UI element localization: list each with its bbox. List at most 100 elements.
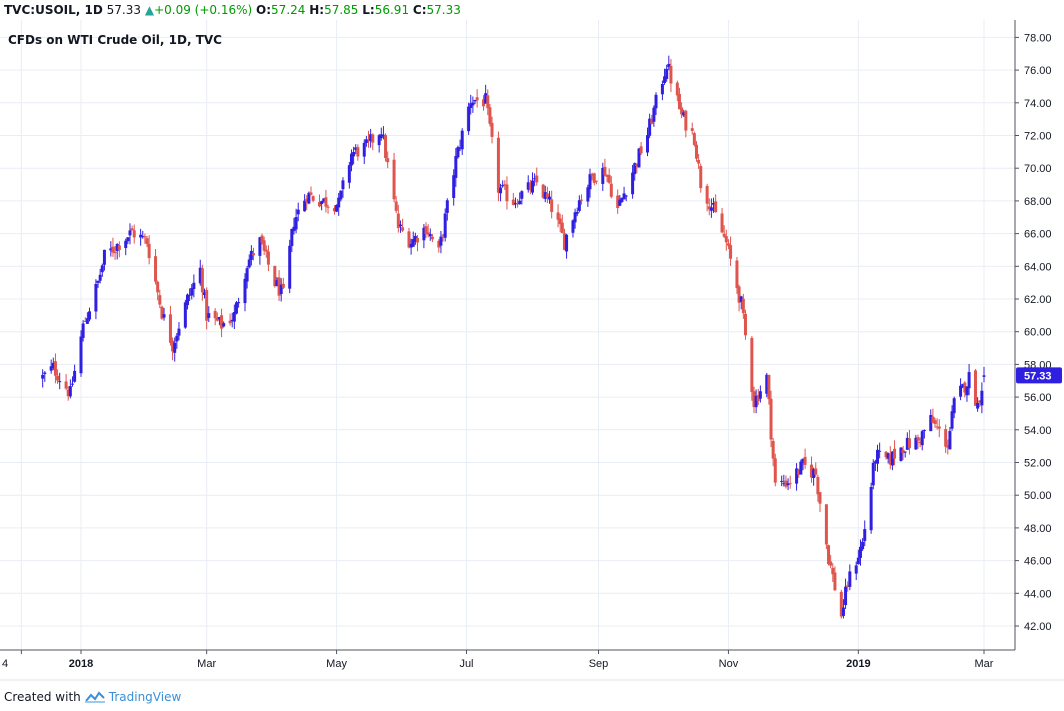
candle <box>541 183 545 199</box>
candle <box>871 459 875 490</box>
candle <box>741 293 745 319</box>
close-label: C: <box>412 3 427 17</box>
candle <box>699 163 703 193</box>
candle <box>601 162 605 191</box>
candle <box>863 520 867 547</box>
candle <box>70 376 74 387</box>
candle <box>682 109 686 118</box>
candle <box>307 191 311 205</box>
candle <box>79 330 83 377</box>
candle <box>914 434 918 450</box>
candle <box>784 475 788 489</box>
candle <box>669 58 673 93</box>
candle <box>439 230 443 254</box>
candle <box>739 295 743 310</box>
candle <box>543 185 547 203</box>
y-tick-label: 74.00 <box>1024 98 1052 110</box>
candle <box>490 116 494 144</box>
y-tick-label: 42.00 <box>1024 621 1052 633</box>
candle <box>496 131 500 202</box>
candle <box>720 208 724 234</box>
y-tick-label: 64.00 <box>1024 261 1052 273</box>
candle <box>147 235 151 265</box>
candle <box>635 163 639 174</box>
candle <box>754 389 758 414</box>
candle <box>705 183 709 212</box>
candle <box>890 451 894 471</box>
candle <box>100 263 104 277</box>
candle <box>824 504 828 550</box>
candle <box>183 299 187 329</box>
candle <box>637 147 641 168</box>
candle <box>648 113 652 139</box>
candle <box>234 300 238 315</box>
candle-series <box>41 55 986 619</box>
candle <box>185 293 189 310</box>
candle <box>141 230 145 239</box>
low-value: 56.91 <box>374 3 410 17</box>
candle <box>66 386 70 401</box>
candle <box>505 176 509 210</box>
candle <box>660 80 664 101</box>
x-tick-label: Nov <box>719 658 739 670</box>
candle <box>279 278 283 302</box>
candle <box>556 204 560 228</box>
candle <box>646 127 650 157</box>
candle <box>907 429 911 455</box>
x-tick-label: 4 <box>2 658 8 670</box>
y-tick-label: 62.00 <box>1024 294 1052 306</box>
candle <box>398 220 402 233</box>
candle <box>980 382 984 414</box>
candle <box>43 371 47 382</box>
candle <box>258 236 262 265</box>
candle <box>49 359 53 374</box>
candle <box>520 190 524 205</box>
candle <box>177 322 181 341</box>
candle <box>562 228 566 251</box>
candle <box>737 284 741 312</box>
y-tick-label: 70.00 <box>1024 163 1052 175</box>
last-price: 57.33 <box>106 3 142 17</box>
candle <box>707 198 711 216</box>
candle <box>41 369 45 388</box>
candle <box>243 273 247 312</box>
candle <box>222 321 226 328</box>
candle <box>858 539 862 566</box>
candle <box>592 172 596 186</box>
candle <box>594 180 598 185</box>
candle <box>332 205 336 215</box>
candle <box>631 164 635 199</box>
candle <box>377 133 381 153</box>
y-tick-label: 44.00 <box>1024 588 1052 600</box>
candle <box>139 228 143 246</box>
candle <box>873 459 877 471</box>
candle <box>156 280 160 301</box>
candle <box>603 158 607 177</box>
candle <box>814 462 818 477</box>
candle <box>920 429 924 451</box>
close-value: 57.33 <box>426 3 461 17</box>
candle <box>413 232 417 245</box>
candle <box>545 186 549 204</box>
tradingview-link[interactable]: TradingView <box>108 690 182 704</box>
high-label: H: <box>309 3 325 17</box>
candle <box>145 235 149 248</box>
candle <box>68 379 72 399</box>
candle <box>929 409 933 432</box>
candle <box>305 194 309 210</box>
candle <box>275 277 279 287</box>
candle <box>577 195 581 213</box>
candle <box>652 105 656 127</box>
y-tick-label: 54.00 <box>1024 425 1052 437</box>
y-tick-label: 60.00 <box>1024 327 1052 339</box>
candle <box>503 180 507 191</box>
candle <box>899 447 903 462</box>
candle <box>132 224 136 244</box>
candle <box>109 241 113 257</box>
candle <box>203 288 207 299</box>
candle <box>228 313 232 326</box>
symbol-label[interactable]: TVC:USOIL, 1D <box>4 3 103 17</box>
candle <box>712 197 716 213</box>
candle <box>273 265 277 288</box>
